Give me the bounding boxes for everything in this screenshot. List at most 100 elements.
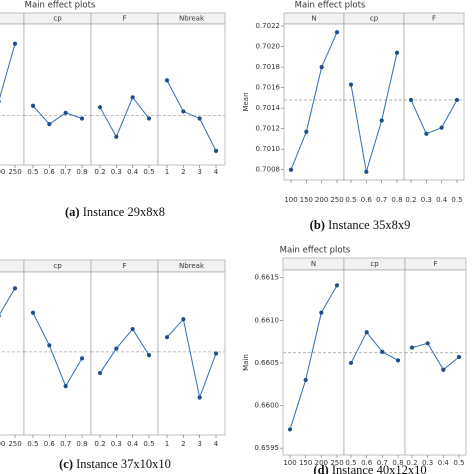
x-tick-label: 2 bbox=[181, 440, 185, 448]
x-tick-label: 0.2 bbox=[94, 440, 105, 448]
effect-line bbox=[166, 318, 217, 400]
strip-label: Nbreak bbox=[179, 15, 205, 23]
x-tick-label: 150 bbox=[300, 196, 313, 204]
chart-title: Main effect plots bbox=[25, 1, 96, 11]
x-tick-label: 0.5 bbox=[143, 168, 154, 176]
point bbox=[164, 78, 170, 83]
panel bbox=[282, 269, 345, 456]
x-tick-label: 4 bbox=[214, 168, 219, 176]
effect-line bbox=[99, 96, 150, 138]
point bbox=[213, 148, 219, 153]
point bbox=[424, 131, 429, 136]
x-tick-label: 250 bbox=[330, 459, 343, 467]
point bbox=[379, 118, 384, 123]
point bbox=[12, 286, 18, 291]
x-tick-label: 0.5 bbox=[345, 196, 356, 204]
point bbox=[319, 65, 324, 70]
point bbox=[130, 326, 135, 332]
point bbox=[441, 367, 446, 372]
point bbox=[380, 349, 385, 354]
x-tick-label: 100 bbox=[284, 196, 297, 204]
x-tick-label: 200 bbox=[315, 459, 328, 467]
x-tick-label: 0.5 bbox=[345, 459, 356, 467]
x-tick-label: 0.3 bbox=[422, 459, 433, 467]
point bbox=[456, 354, 462, 360]
x-tick-label: 0.4 bbox=[127, 168, 139, 176]
x-tick-label: 0.7 bbox=[60, 168, 71, 176]
caption-text: Instance 37x10x10 bbox=[76, 457, 171, 471]
panel bbox=[90, 271, 159, 436]
point bbox=[47, 343, 52, 348]
x-tick-label: 0.8 bbox=[76, 168, 87, 176]
panel bbox=[23, 271, 92, 436]
panel bbox=[283, 23, 345, 181]
y-tick-label: 0.7018 bbox=[256, 63, 281, 71]
caption: (d) Instance 40x12x10 bbox=[313, 463, 426, 474]
point bbox=[288, 167, 294, 172]
x-tick-label: 0.3 bbox=[421, 196, 432, 204]
point bbox=[287, 427, 293, 432]
point bbox=[394, 50, 400, 55]
point bbox=[197, 395, 202, 400]
point bbox=[63, 110, 68, 115]
panel bbox=[90, 23, 159, 166]
caption: (a) Instance 29x8x8 bbox=[65, 205, 165, 219]
point bbox=[334, 30, 340, 35]
caption-label: (d) bbox=[313, 463, 328, 474]
point bbox=[79, 116, 85, 121]
strip-label: cp bbox=[370, 260, 379, 268]
effect-line bbox=[32, 105, 83, 125]
caption-text: Instance 29x8x8 bbox=[83, 205, 165, 219]
panel bbox=[404, 269, 467, 456]
x-tick-label: 250 bbox=[8, 440, 21, 448]
point bbox=[146, 353, 152, 358]
point bbox=[30, 310, 36, 315]
y-tick-label: 0.6605 bbox=[255, 359, 280, 367]
y-tick-label: 0.7014 bbox=[256, 104, 281, 112]
y-tick-label: 0.7012 bbox=[256, 125, 281, 133]
point bbox=[114, 134, 119, 139]
point bbox=[319, 310, 324, 315]
x-tick-label: 1 bbox=[165, 168, 169, 176]
x-tick-label: 1 bbox=[165, 440, 169, 448]
x-tick-label: 3 bbox=[197, 440, 201, 448]
x-tick-label: 0.7 bbox=[377, 459, 388, 467]
point bbox=[395, 358, 401, 363]
caption-label: (b) bbox=[310, 218, 325, 232]
y-axis-label: Mean bbox=[242, 92, 250, 111]
caption-text: Instance 40x12x10 bbox=[332, 463, 427, 474]
x-tick-label: 0.8 bbox=[391, 196, 402, 204]
x-tick-label: 0.5 bbox=[453, 459, 464, 467]
x-tick-label: 0.7 bbox=[60, 440, 71, 448]
point bbox=[303, 377, 308, 383]
strip-label: cp bbox=[53, 262, 62, 270]
point bbox=[197, 116, 202, 121]
effect-line bbox=[0, 288, 16, 315]
strip-label: N bbox=[311, 260, 316, 268]
y-tick-label: 0.6595 bbox=[255, 444, 280, 452]
y-tick-label: 0.6610 bbox=[255, 316, 280, 324]
y-tick-label: 0.7008 bbox=[256, 166, 281, 174]
point bbox=[364, 169, 369, 174]
caption-label: (a) bbox=[65, 205, 80, 219]
x-tick-label: 0.6 bbox=[361, 459, 373, 467]
point bbox=[348, 360, 354, 366]
effect-line bbox=[350, 52, 398, 172]
effect-line bbox=[289, 285, 338, 430]
panel bbox=[343, 269, 406, 456]
x-tick-label: 0.3 bbox=[111, 168, 122, 176]
strip-label: cp bbox=[53, 15, 62, 23]
x-tick-label: 3 bbox=[197, 168, 201, 176]
point bbox=[97, 105, 103, 110]
effect-line bbox=[166, 80, 217, 152]
point bbox=[213, 351, 219, 356]
point bbox=[146, 116, 152, 121]
point bbox=[409, 345, 415, 350]
x-tick-label: 0.6 bbox=[44, 440, 56, 448]
point bbox=[0, 314, 1, 318]
point bbox=[47, 122, 52, 127]
point bbox=[114, 346, 119, 351]
x-tick-label: 0.8 bbox=[76, 440, 87, 448]
effect-line bbox=[350, 331, 399, 364]
y-tick-label: 0.7010 bbox=[256, 145, 281, 153]
